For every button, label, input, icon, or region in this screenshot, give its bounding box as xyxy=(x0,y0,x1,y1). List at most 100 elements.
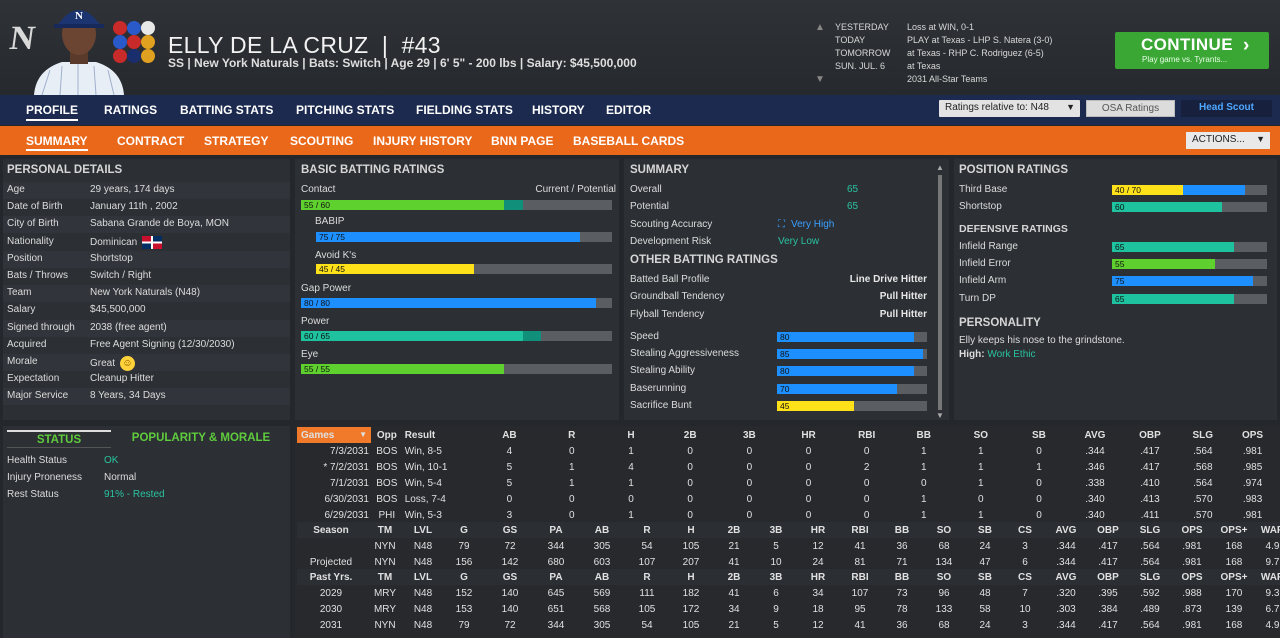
actions-select[interactable]: ACTIONS... ▼ xyxy=(1186,132,1270,149)
stats-row[interactable]: 2029 MRY N48 152 140 645 569 111 182 41 6 34 107 73 96… xyxy=(297,585,1280,601)
column-header[interactable]: R xyxy=(568,429,576,441)
chevron-down-icon[interactable]: ▼ xyxy=(936,411,944,420)
column-header[interactable]: R xyxy=(643,571,651,583)
tab-popularity-morale[interactable]: POPULARITY & MORALE xyxy=(131,432,271,444)
column-header[interactable]: SLG xyxy=(1139,571,1161,583)
column-header[interactable]: OBP xyxy=(1139,429,1161,441)
column-header[interactable]: 2B xyxy=(727,524,741,536)
column-header[interactable]: SLG xyxy=(1192,429,1214,441)
column-header[interactable]: OPS xyxy=(1241,429,1264,441)
subtab-scouting[interactable]: SCOUTING xyxy=(290,134,354,148)
tab-batting-stats[interactable]: BATTING STATS xyxy=(180,103,274,117)
column-header[interactable]: OPS xyxy=(1181,571,1203,583)
head-scout-button[interactable]: Head Scout xyxy=(1181,100,1272,117)
subtab-injury-history[interactable]: INJURY HISTORY xyxy=(373,134,473,148)
column-header[interactable]: RBI xyxy=(851,571,869,583)
column-header[interactable]: H xyxy=(627,429,635,441)
column-header[interactable]: OPS xyxy=(1181,524,1203,536)
scroll-thumb[interactable] xyxy=(938,175,942,410)
subtab-baseball-cards[interactable]: BASEBALL CARDS xyxy=(573,134,685,148)
column-header[interactable]: CS xyxy=(1018,571,1032,583)
column-header[interactable]: 2B xyxy=(727,571,741,583)
column-header[interactable]: BB xyxy=(916,429,931,441)
column-header[interactable]: SO xyxy=(936,571,952,583)
column-header[interactable]: LVL xyxy=(413,524,433,536)
tab-profile[interactable]: PROFILE xyxy=(26,103,79,121)
column-header[interactable]: TM xyxy=(377,524,393,536)
chevron-up-icon[interactable]: ▲ xyxy=(936,163,944,172)
column-header[interactable]: 3B xyxy=(769,524,783,536)
column-header[interactable]: OBP xyxy=(1097,571,1119,583)
column-header[interactable]: AVG xyxy=(1084,429,1106,441)
games-dropdown[interactable]: Games ▼ xyxy=(297,427,371,443)
continue-button[interactable]: CONTINUE Play game vs. Tyrants... › xyxy=(1115,32,1269,69)
column-header[interactable]: RBI xyxy=(851,524,869,536)
column-header[interactable]: AB xyxy=(502,429,517,441)
stats-row[interactable]: 2031 NYN N48 79 72 344 305 54 105 21 5 12 41 36 68 24 3.… xyxy=(297,617,1280,633)
column-header[interactable]: H xyxy=(687,524,695,536)
column-header[interactable]: G xyxy=(460,524,468,536)
column-header[interactable]: BB xyxy=(894,571,910,583)
game-row[interactable]: 6/30/2031 BOS Loss, 7-4 0 0 0 0 0 0 0 1 0 0 .340 .413.… xyxy=(297,491,1278,507)
column-header[interactable]: SB xyxy=(1032,429,1046,441)
column-header[interactable]: 3B xyxy=(742,429,756,441)
subtab-contract[interactable]: CONTRACT xyxy=(117,134,185,148)
game-row[interactable]: 6/29/2031 PHI Win, 5-3 3 0 1 0 0 0 0 1 1 0 .340 .411 .5… xyxy=(297,507,1278,523)
game-row[interactable]: * 7/2/2031 BOS Win, 10-1 5 1 4 0 0 0 2 1 1 1 .346 .417… xyxy=(297,459,1278,475)
column-header[interactable]: AVG xyxy=(1055,571,1077,583)
column-header[interactable]: HR xyxy=(801,429,816,441)
column-header[interactable]: LVL xyxy=(413,571,433,583)
tab-status[interactable]: STATUS xyxy=(7,430,111,448)
ratings-relative-select[interactable]: Ratings relative to: N48 ▼ xyxy=(939,100,1080,117)
tab-history[interactable]: HISTORY xyxy=(532,103,585,117)
chevron-up-icon[interactable]: ▲ xyxy=(815,22,825,33)
column-header[interactable]: PA xyxy=(549,524,563,536)
column-header[interactable]: SB xyxy=(978,571,992,583)
column-header[interactable]: OBP xyxy=(1097,524,1119,536)
chevron-down-icon[interactable]: ▼ xyxy=(815,74,825,85)
column-header[interactable]: HR xyxy=(810,571,826,583)
subtab-bnn-page[interactable]: BNN PAGE xyxy=(491,134,554,148)
column-header[interactable]: Result xyxy=(404,429,436,441)
column-header[interactable]: Past Yrs. xyxy=(309,571,353,583)
column-header[interactable]: G xyxy=(460,571,468,583)
column-header[interactable]: AB xyxy=(594,524,610,536)
column-header[interactable]: OPS+ xyxy=(1220,524,1248,536)
column-header[interactable]: PA xyxy=(549,571,563,583)
game-row[interactable]: 7/3/2031 BOS Win, 8-5 4 0 1 0 0 0 0 1 1 0 .344 .417 .56… xyxy=(297,443,1278,459)
column-header[interactable]: R xyxy=(643,524,651,536)
column-header[interactable]: Opp xyxy=(376,429,397,441)
column-header[interactable]: Season xyxy=(313,524,349,536)
stats-row[interactable]: NYN N48 79 72 344 305 54 105 21 5 12 41 36 68 24 3 .344.… xyxy=(297,538,1280,554)
column-header[interactable]: AB xyxy=(594,571,610,583)
column-header[interactable]: SO xyxy=(973,429,989,441)
column-header[interactable]: 2B xyxy=(683,429,697,441)
summary-scrollbar[interactable]: ▲ ▼ xyxy=(936,163,944,420)
column-header[interactable]: RBI xyxy=(858,429,876,441)
column-header[interactable]: 3B xyxy=(769,571,783,583)
column-header[interactable]: WAR xyxy=(1260,571,1280,583)
subtab-strategy[interactable]: STRATEGY xyxy=(204,134,269,148)
tab-fielding-stats[interactable]: FIELDING STATS xyxy=(416,103,513,117)
osa-ratings-button[interactable]: OSA Ratings xyxy=(1086,100,1175,117)
tab-ratings[interactable]: RATINGS xyxy=(104,103,158,117)
column-header[interactable]: TM xyxy=(377,571,393,583)
column-header[interactable]: SLG xyxy=(1139,524,1161,536)
tab-pitching-stats[interactable]: PITCHING STATS xyxy=(296,103,395,117)
game-row[interactable]: 7/1/2031 BOS Win, 5-4 5 1 1 0 0 0 0 0 1 0 .338 .410 .56… xyxy=(297,475,1278,491)
stats-row[interactable]: 2030 MRY N48 153 140 651 568 105 172 34 9 18 95 78 133… xyxy=(297,601,1280,617)
tab-editor[interactable]: EDITOR xyxy=(606,103,652,117)
column-header[interactable]: H xyxy=(687,571,695,583)
stats-row[interactable]: Projected NYN N48 156 142 680 603 107 207 41 10 24 8… xyxy=(297,554,1280,570)
column-header[interactable]: WAR xyxy=(1260,524,1280,536)
column-header[interactable]: SB xyxy=(978,524,992,536)
column-header[interactable]: OPS+ xyxy=(1220,571,1248,583)
column-header[interactable]: GS xyxy=(502,524,518,536)
column-header[interactable]: GS xyxy=(502,571,518,583)
column-header[interactable]: AVG xyxy=(1055,524,1077,536)
column-header[interactable]: CS xyxy=(1018,524,1032,536)
column-header[interactable]: BB xyxy=(894,524,910,536)
column-header[interactable]: HR xyxy=(810,524,826,536)
subtab-summary[interactable]: SUMMARY xyxy=(26,134,88,151)
column-header[interactable]: SO xyxy=(936,524,952,536)
